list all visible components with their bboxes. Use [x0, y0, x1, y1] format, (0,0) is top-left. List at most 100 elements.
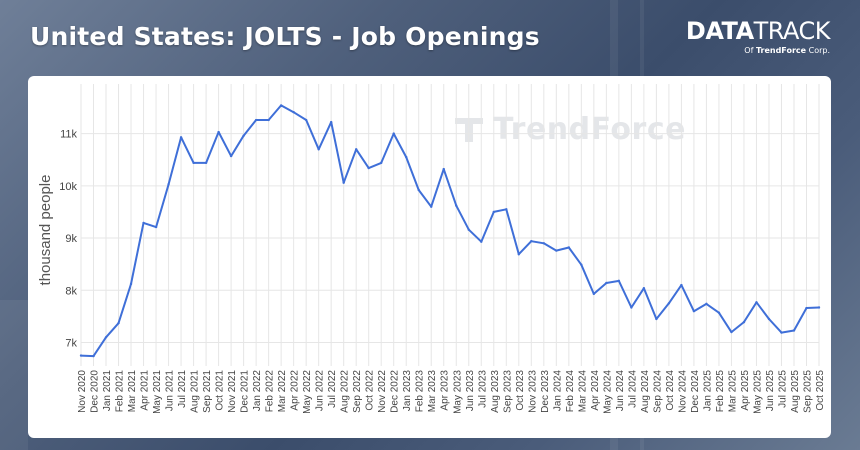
data-point	[229, 154, 233, 158]
data-point	[730, 330, 733, 334]
data-point	[317, 148, 320, 151]
data-point	[542, 242, 546, 245]
chart-panel: TrendForce 7k 8k 9k 10k 11k thousand people No…	[28, 76, 831, 438]
x-tick-label: Nov 2022	[377, 370, 388, 413]
trendforce-watermark: TrendForce	[453, 112, 686, 147]
data-point	[392, 132, 395, 135]
data-point	[417, 188, 420, 192]
x-tick-label: Mar 2022	[277, 370, 288, 413]
x-tick-label: Apr 2025	[740, 370, 751, 411]
y-tick-label: 10k	[59, 181, 77, 193]
brand-logo[interactable]: DATATRACK Of TrendForce Corp.	[685, 17, 831, 56]
x-tick-label: Mar 2024	[577, 370, 588, 413]
data-point	[442, 167, 445, 171]
x-tick-label: Aug 2023	[490, 370, 501, 413]
x-tick-label: Sep 2023	[502, 370, 513, 413]
x-tick-label: Aug 2022	[340, 370, 351, 413]
x-tick-label: Jul 2023	[477, 370, 488, 408]
data-point	[204, 161, 208, 165]
data-point	[342, 181, 345, 184]
x-tick-label: Feb 2022	[265, 370, 276, 413]
data-point	[179, 136, 183, 139]
x-tick-label: Aug 2024	[640, 370, 651, 413]
x-tick-label: Oct 2022	[365, 370, 376, 411]
x-tick-label: Mar 2025	[727, 370, 738, 413]
brand-subtitle: Of TrendForce Corp.	[744, 46, 830, 55]
x-tick-label: Aug 2021	[190, 370, 201, 413]
data-point	[167, 183, 170, 186]
data-point	[580, 263, 583, 266]
x-tick-label: Mar 2023	[427, 370, 438, 413]
x-tick-label: Sep 2025	[802, 370, 813, 413]
x-tick-label: Feb 2021	[115, 370, 126, 413]
x-tick-label: Sep 2022	[352, 370, 363, 413]
data-point	[717, 311, 721, 314]
data-point	[492, 210, 495, 214]
data-point	[79, 354, 83, 357]
y-axis-label: thousand people	[37, 175, 54, 286]
x-tick-label: Jan 2024	[552, 370, 563, 412]
x-tick-label: Jan 2023	[402, 370, 413, 412]
x-tick-label: Jan 2025	[702, 370, 713, 412]
x-tick-label: Dec 2023	[540, 370, 551, 413]
data-point	[617, 279, 621, 283]
x-tick-label: Jul 2025	[777, 370, 788, 408]
data-point	[692, 309, 696, 313]
x-tick-label: Jun 2025	[765, 370, 776, 412]
data-point	[705, 302, 708, 306]
data-point	[380, 161, 383, 165]
x-tick-label: Dec 2024	[690, 370, 701, 413]
data-point	[154, 225, 158, 229]
data-point	[292, 111, 295, 114]
data-point	[192, 161, 195, 165]
data-point	[267, 118, 270, 122]
data-point	[680, 283, 683, 287]
data-point	[217, 130, 220, 134]
data-point	[630, 306, 633, 309]
data-point	[505, 208, 508, 211]
data-point	[129, 282, 133, 286]
y-tick-label: 7k	[65, 338, 77, 350]
x-tick-label: Oct 2023	[515, 370, 526, 411]
y-tick-label: 8k	[65, 285, 77, 297]
data-point	[92, 354, 95, 358]
data-point	[605, 281, 608, 285]
x-tick-label: May 2024	[602, 370, 613, 414]
x-tick-label: Apr 2022	[290, 370, 301, 411]
x-tick-label: Dec 2021	[240, 370, 251, 413]
x-tick-label: Dec 2022	[390, 370, 401, 413]
data-point	[792, 329, 796, 332]
x-tick-label: Jul 2022	[327, 370, 338, 408]
x-tick-label: May 2025	[752, 370, 763, 414]
x-tick-label: Jan 2021	[102, 370, 113, 412]
x-tick-label: Jun 2024	[615, 370, 626, 412]
data-point	[279, 104, 283, 107]
data-point	[742, 320, 746, 324]
data-point	[455, 204, 458, 207]
x-tick-label: Mar 2021	[127, 370, 138, 413]
data-point	[567, 246, 571, 249]
x-tick-label: Nov 2023	[527, 370, 538, 413]
x-tick-label: Jul 2024	[627, 370, 638, 408]
data-point	[780, 331, 783, 334]
data-point	[655, 317, 658, 321]
y-tick-label: 11k	[60, 129, 77, 141]
datatrack-logo: DATATRACK	[685, 17, 831, 45]
x-tick-label: Aug 2025	[790, 370, 801, 413]
data-point	[555, 249, 558, 252]
x-tick-label: Nov 2024	[677, 370, 688, 413]
x-tick-label: Sep 2021	[202, 370, 213, 413]
x-tick-label: May 2021	[152, 370, 163, 414]
x-tick-label: Jun 2023	[465, 370, 476, 412]
x-tick-label: Oct 2021	[215, 370, 226, 411]
x-tick-label: Feb 2024	[565, 370, 576, 413]
x-tick-label: Apr 2021	[140, 370, 151, 411]
data-point	[104, 336, 108, 339]
data-point	[805, 306, 808, 310]
x-tick-label: Sep 2024	[652, 370, 663, 413]
data-point	[304, 118, 308, 122]
data-point	[142, 221, 145, 225]
x-tick-label: Jul 2021	[177, 370, 188, 408]
x-tick-label: Oct 2024	[665, 370, 676, 411]
